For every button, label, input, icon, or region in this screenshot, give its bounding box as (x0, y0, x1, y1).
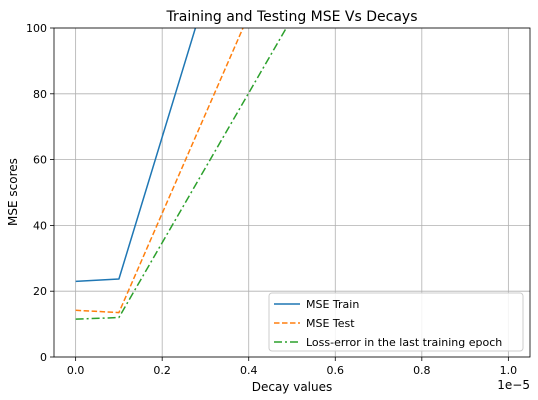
x-tick-label: 0.4 (240, 364, 258, 377)
x-tick-label: 0.6 (327, 364, 345, 377)
legend: MSE Train MSE Test Loss-error in the last … (268, 292, 524, 352)
legend-label-2: MSE Test (306, 317, 355, 330)
series-line-3 (75, 28, 288, 320)
legend-box (268, 292, 524, 352)
series-line-1 (75, 28, 197, 283)
series-layer (75, 28, 288, 320)
legend-label-3: Loss-error in the last training epoch (306, 336, 502, 349)
plot-frame (53, 27, 531, 358)
y-axis-label: MSE scores (6, 158, 20, 226)
x-ticks: 0.0 0.2 0.4 0.6 0.8 1.0 (67, 357, 517, 377)
y-tick-label: 40 (33, 219, 47, 232)
legend-label-1: MSE Train (306, 298, 359, 311)
y-tick-label: 60 (33, 154, 47, 167)
x-tick-label: 0.8 (413, 364, 431, 377)
chart-title: Training and Testing MSE Vs Decays (166, 9, 418, 25)
y-tick-label: 20 (33, 285, 47, 298)
y-tick-label: 0 (40, 351, 47, 364)
x-axis-label: Decay values (252, 380, 333, 394)
x-tick-label: 0.2 (153, 364, 171, 377)
y-tick-label: 100 (26, 22, 47, 35)
x-offset-label: 1e−5 (497, 378, 530, 392)
x-tick-label: 1.0 (500, 364, 518, 377)
grid (54, 27, 530, 358)
y-tick-label: 80 (33, 88, 47, 101)
y-ticks: 0 20 40 60 80 100 (26, 22, 54, 364)
series-line-2 (75, 28, 244, 314)
x-tick-label: 0.0 (67, 364, 85, 377)
